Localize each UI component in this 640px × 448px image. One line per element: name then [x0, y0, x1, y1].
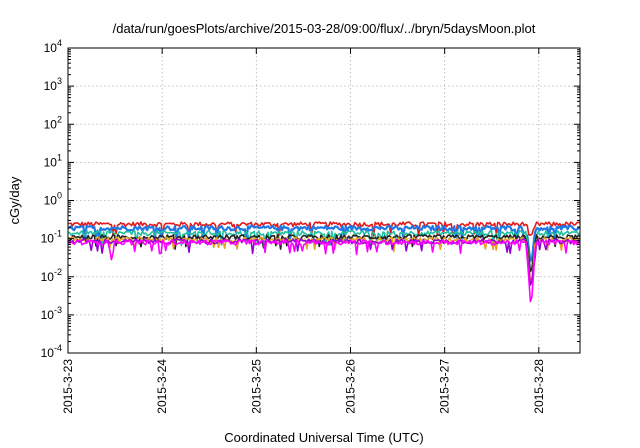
- x-tick-label: 2015-3-25: [249, 359, 263, 414]
- x-tick-label: 2015-3-26: [343, 359, 357, 414]
- y-tick-label: 101: [44, 152, 62, 169]
- grid-lines: [68, 48, 580, 353]
- x-tick-label: 2015-3-27: [438, 359, 452, 414]
- y-tick-label: 102: [44, 114, 62, 131]
- y-tick-label: 10-2: [41, 267, 62, 284]
- x-tick-label: 2015-3-28: [532, 359, 546, 414]
- series-line: [67, 234, 581, 273]
- y-tick-label: 103: [44, 76, 62, 93]
- axis-ticks: [67, 47, 580, 354]
- series-line: [67, 230, 581, 272]
- y-tick-label: 100: [44, 191, 62, 208]
- x-tick-label: 2015-3-23: [61, 359, 75, 414]
- y-tick-label: 10-4: [41, 343, 62, 360]
- chart-title: /data/run/goesPlots/archive/2015-03-28/0…: [113, 21, 536, 36]
- x-axis-label: Coordinated Universal Time (UTC): [224, 430, 423, 445]
- y-tick-label: 10-3: [41, 305, 62, 322]
- series-line: [67, 239, 581, 303]
- series-group: [67, 221, 581, 303]
- y-axis-label: cGy/day: [7, 176, 22, 224]
- x-tick-label: 2015-3-24: [155, 359, 169, 414]
- y-tick-label: 104: [44, 38, 62, 55]
- y-tick-label: 10-1: [41, 229, 62, 246]
- series-line: [67, 221, 581, 237]
- y-tick-labels: 10-4 10-3 10-2 10-1 100 101 102 103 104: [41, 38, 62, 360]
- x-tick-labels: 2015-3-23 2015-3-24 2015-3-25 2015-3-26 2015…: [61, 359, 546, 414]
- series-line: [68, 224, 581, 262]
